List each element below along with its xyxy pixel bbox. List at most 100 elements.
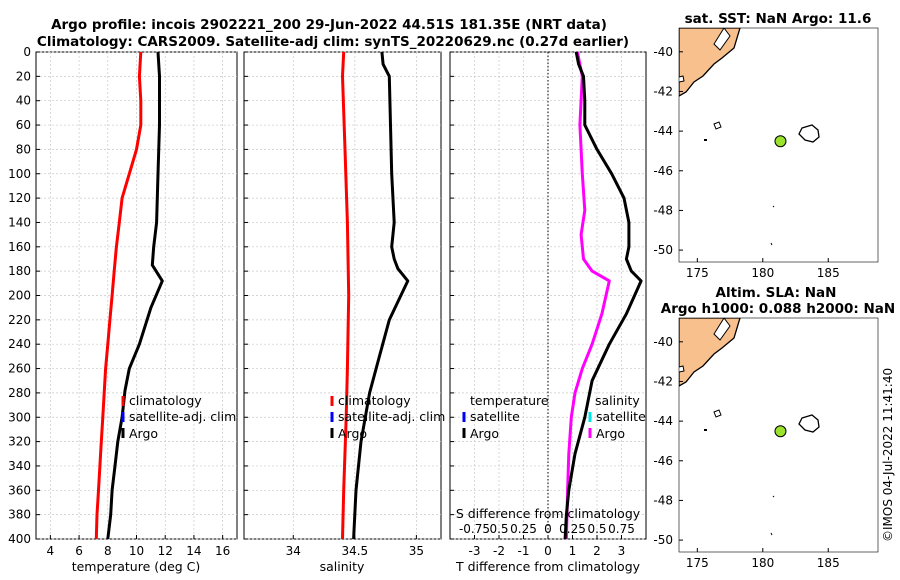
map-lat-label: -42 [653,374,673,388]
map-lat-label: -40 [653,45,673,59]
legend-argo: Argo [129,426,158,441]
legend-climatology: climatology [129,393,202,408]
legend-s-argo: Argo [596,426,625,441]
sla-map-title-2: Argo h1000: 0.088 h2000: NaN [661,301,895,317]
sla-map-border [678,317,879,553]
salinity-legend: climatology satellite-adj. clim Argo [330,393,445,441]
sla-map-title-1: Altim. SLA: NaN [716,285,837,301]
island [772,495,775,498]
depth-tick-label: 200 [8,289,31,303]
island [770,532,773,536]
title-line-2: Climatology: CARS2009. Satellite-adj cli… [37,34,629,50]
coastline [679,28,741,97]
legend-salinity-title: salinity [595,393,640,408]
title-line-1: Argo profile: incois 2902221_200 29-Jun-… [51,17,607,33]
x-tick-label: 12 [158,544,173,558]
sst-map-border [678,27,879,263]
island [798,414,820,433]
map-lat-label: -46 [653,164,673,178]
depth-tick-label: 260 [8,362,31,376]
x-tick-label: 1 [569,544,577,558]
map-lat-label: -40 [653,335,673,349]
depth-tick-label: 100 [8,167,31,181]
depth-tick-label: 340 [8,459,31,473]
x-tick-label: 34 [286,544,301,558]
sla-map-ticks: 175 180 185 -40 -42 -44 -46 -48 -50 [653,335,839,570]
legend-s-satellite: satellite [596,409,646,424]
legend-climatology: climatology [338,393,411,408]
x-tick-label: 0 [544,544,552,558]
legend-t-satellite: satellite [470,409,520,424]
top-tick-label: -0.75 [459,522,490,536]
depth-tick-label: 180 [8,264,31,278]
coastline [679,365,685,373]
depth-tick-label: 80 [16,142,31,156]
difference-panel: -3 -2 -1 0 1 2 3 T difference from climatology… [449,51,647,574]
x-tick-label: 34.5 [341,544,368,558]
x-tick-label: 2 [593,544,601,558]
difference-legend: temperature salinity satellite Argo sate… [462,393,646,441]
top-tick-label: 0.25 [559,522,586,536]
map-lon-label: 180 [751,266,774,280]
depth-tick-label: 300 [8,410,31,424]
top-tick-label: 0.75 [608,522,635,536]
top-tick-label: 0.25 [510,522,537,536]
coastline [713,28,731,51]
depth-tick-label: 20 [16,69,31,83]
depth-tick-label: 120 [8,191,31,205]
legend-satellite-adj: satellite-adj. clim [338,409,445,424]
salinity-grid [244,51,441,540]
map-lat-label: -44 [653,124,673,138]
salinity-lines [341,52,410,539]
series-line-climatology [94,52,143,539]
depth-tick-label: 60 [16,118,31,132]
difference-lines [563,52,643,539]
island [704,139,707,141]
series-line-climatology [341,52,351,539]
argo-position-marker [774,135,787,148]
difference-top-label: S difference from climatology [456,506,641,521]
s-difference-tick-labels: -0.75 0.5 0.25 0 0.25 0.5 0.75 [459,522,635,536]
x-tick-label: 14 [186,544,201,558]
sla-map: Altim. SLA: NaN Argo h1000: 0.088 h2000:… [653,285,895,570]
salinity-xlabel: salinity [320,559,365,574]
sst-map-title: sat. SST: NaN Argo: 11.6 [685,11,872,27]
top-tick-label: 0.5 [489,522,508,536]
depth-tick-label: 0 [23,45,31,59]
depth-tick-label: 320 [8,435,31,449]
x-tick-label: -1 [518,544,530,558]
series-line-argo [352,52,410,539]
temperature-tick-labels: 4 6 8 10 12 14 16 [47,544,231,558]
depth-tick-label: 400 [8,532,31,546]
top-tick-label: 0.5 [587,522,606,536]
map-lon-label: 185 [817,556,840,570]
x-tick-label: 8 [104,544,112,558]
map-lon-label: 175 [686,266,709,280]
legend-satellite-adj: satellite-adj. clim [129,409,236,424]
sst-map-ticks: 175 180 185 -40 -42 -44 -46 -48 -50 [653,45,839,280]
x-tick-label: 4 [47,544,55,558]
island [772,205,775,208]
depth-tick-label: 280 [8,386,31,400]
sst-map: sat. SST: NaN Argo: 11.6 175 180 185 -40 -42… [653,11,879,280]
depth-tick-label: 380 [8,508,31,522]
x-tick-label: 3 [618,544,626,558]
argo-position-marker [774,425,787,438]
island [713,121,722,130]
x-tick-label: -3 [469,544,481,558]
series-line-argo [106,52,164,539]
top-tick-label: 0 [544,522,552,536]
salinity-panel: 34 34.5 35 salinity climatology satellite-… [243,51,445,574]
x-tick-label: 6 [75,544,83,558]
map-lon-label: 185 [817,266,840,280]
x-tick-label: -2 [493,544,505,558]
island [713,409,722,418]
map-lat-label: -48 [653,493,673,507]
salinity-tick-labels: 34 34.5 35 [286,544,424,558]
map-lat-label: -50 [653,533,673,547]
series-line-s-difference [563,52,643,539]
sst-map-land [679,28,820,246]
sla-map-land [679,318,820,536]
temperature-lines [94,52,164,539]
